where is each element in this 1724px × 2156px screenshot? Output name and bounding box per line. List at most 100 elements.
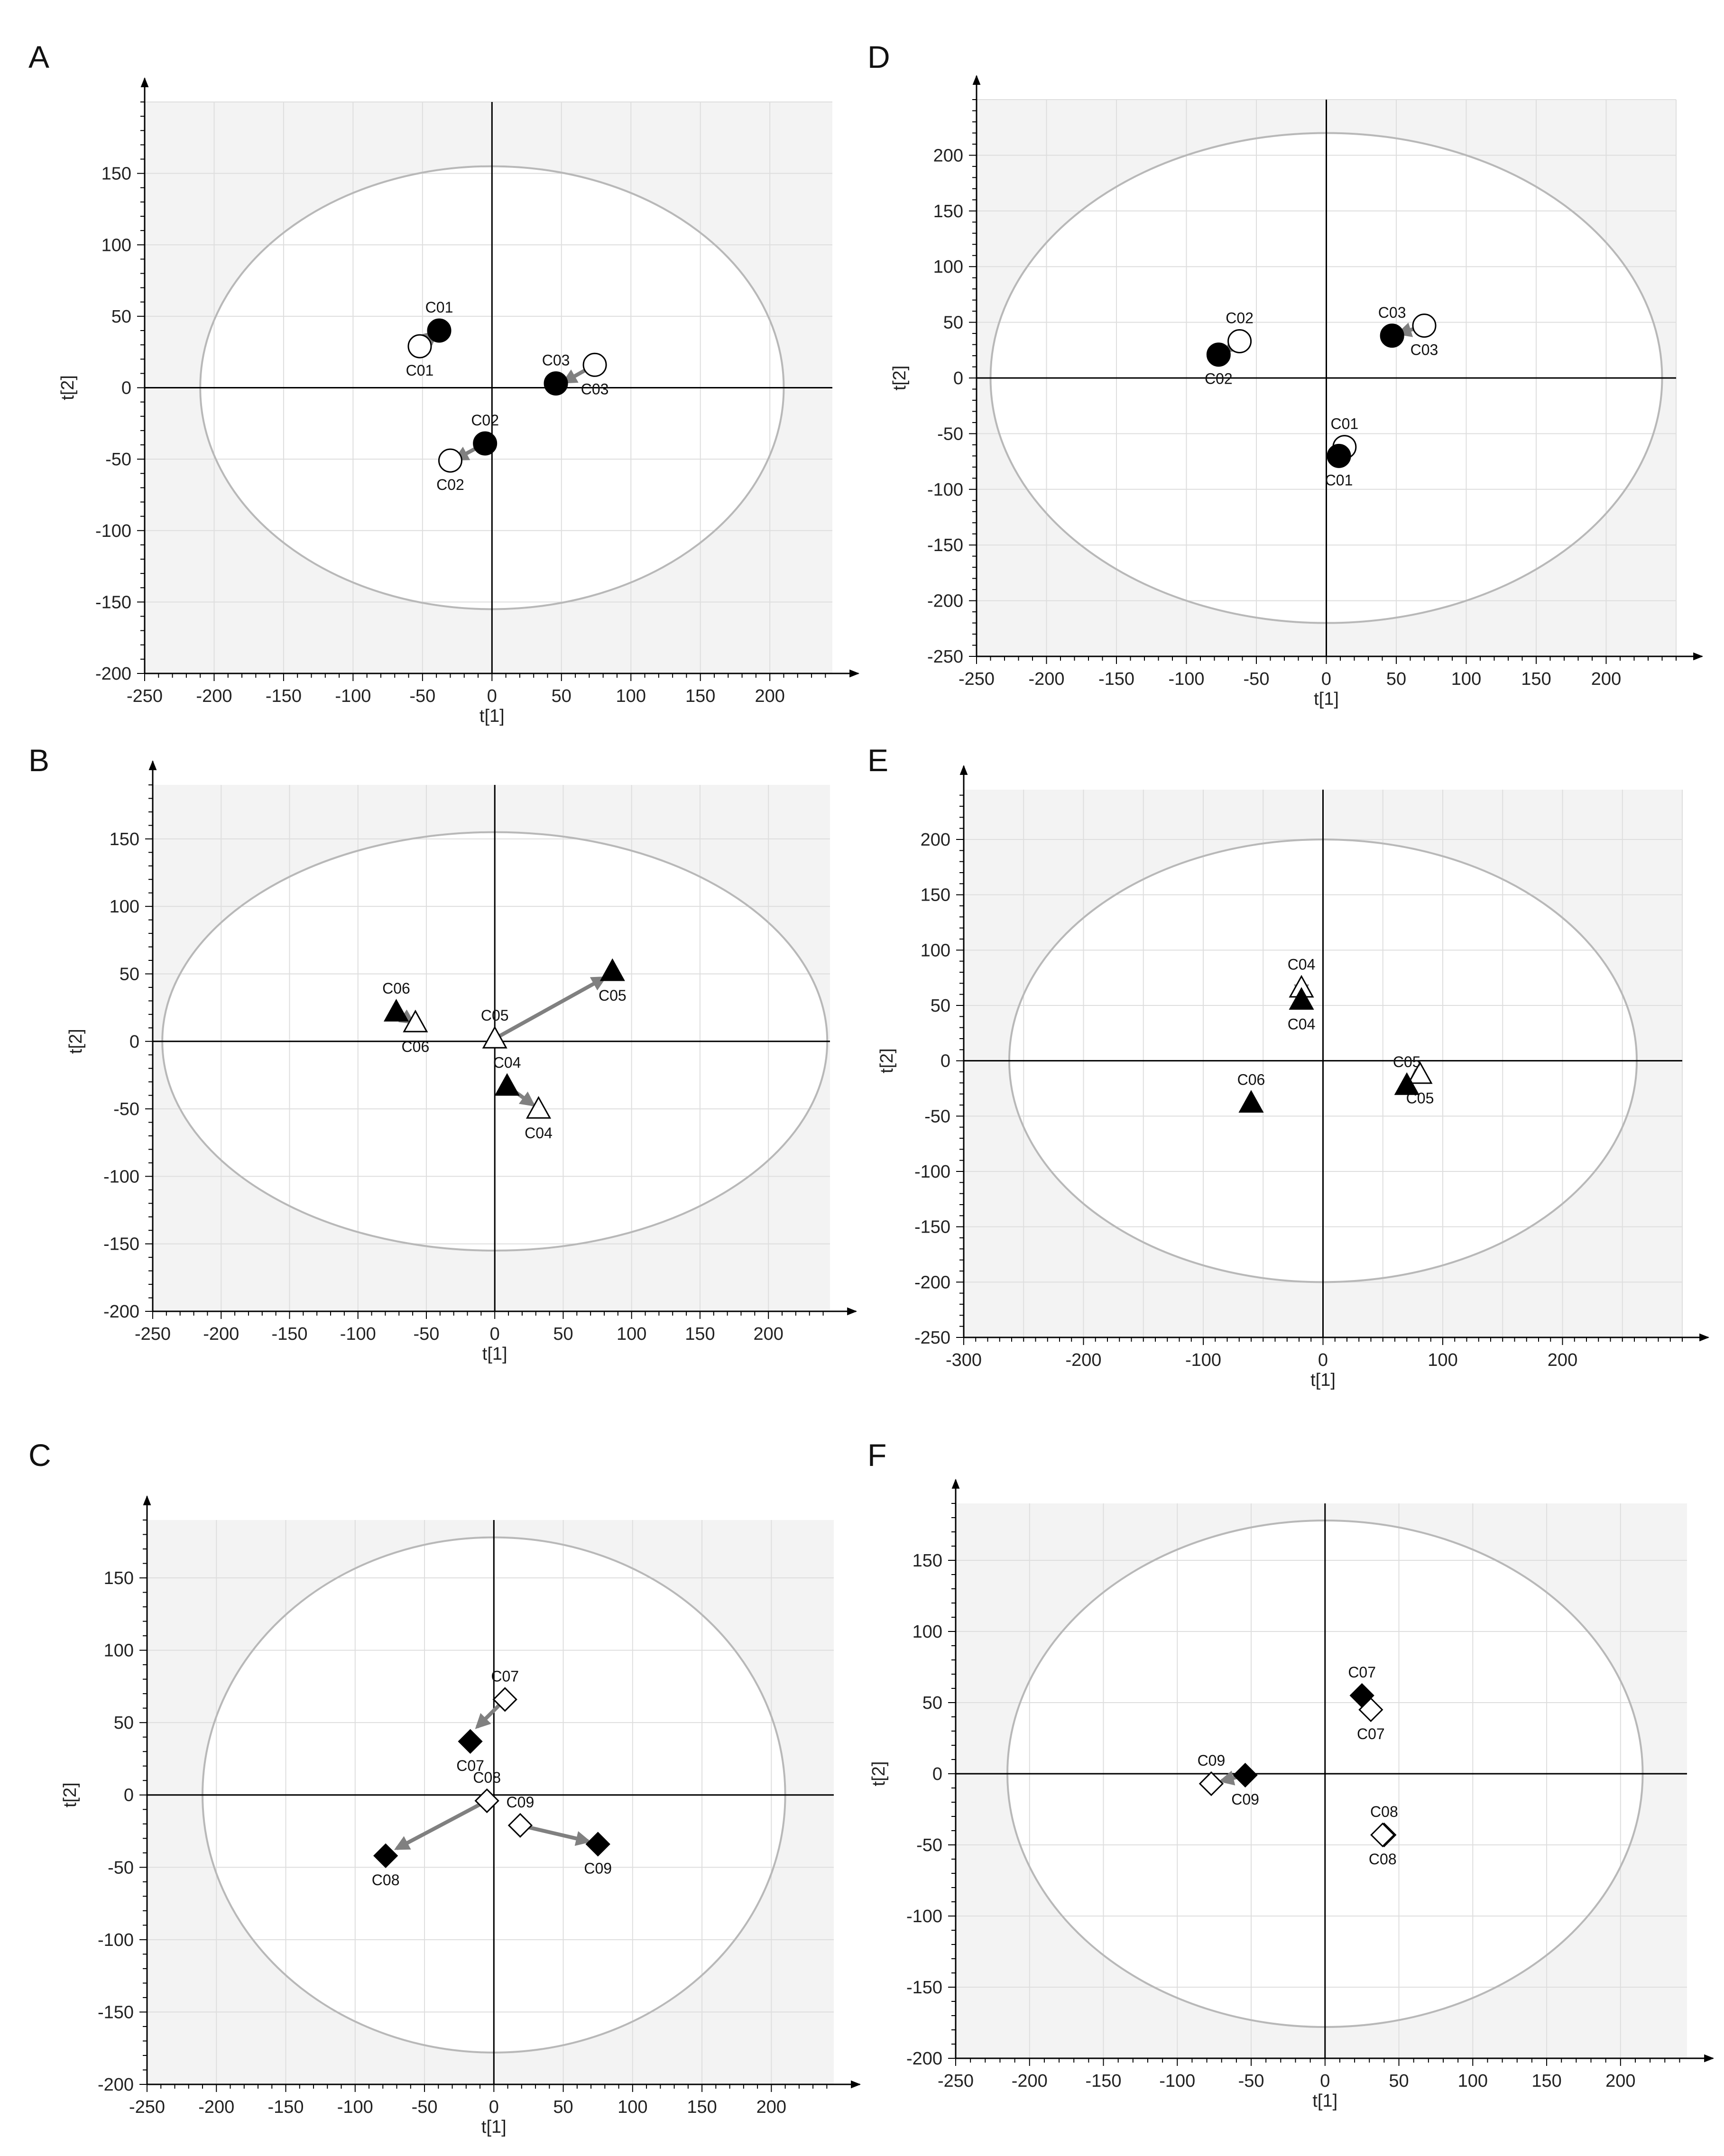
shift-arrow [494, 976, 607, 1041]
x-tick-label: -300 [946, 1350, 982, 1370]
x-tick-label: 50 [552, 686, 572, 706]
scatter-plot-b: -250 -200 -150 -100 -50 0 50 100 150 200-200-150-… [66, 760, 857, 1364]
scatter-plot-c: -250 -200 -150 -100 -50 0 50 100 150 200-200-150-… [60, 1495, 861, 2137]
point-label: C09 [1231, 1791, 1259, 1808]
y-axis-title: t[2] [58, 375, 78, 400]
y-axis-title: t[2] [869, 1761, 889, 1787]
y-tick-label: -100 [98, 1930, 134, 1950]
filled-circle-marker-c03 [544, 371, 568, 396]
y-tick-label: -200 [103, 1302, 139, 1322]
point-label: C09 [1198, 1752, 1226, 1769]
filled-diamond-marker-c09 [1233, 1762, 1258, 1788]
y-axis-title: t[2] [877, 1048, 897, 1073]
filled-diamond-marker-c09 [585, 1832, 610, 1857]
x-tick-label: -250 [129, 2097, 165, 2117]
x-tick-label: 0 [489, 2097, 499, 2117]
point-label: C07 [456, 1757, 484, 1774]
filled-triangle-marker-c04 [1289, 987, 1314, 1010]
y-axis-title: t[2] [890, 366, 910, 391]
point-label: C08 [372, 1871, 400, 1889]
point-label: C05 [481, 1007, 509, 1024]
panel-d: D -250 -200 -150 -100 -50 0 50 100 150 200 -250 -20… [862, 0, 1724, 719]
y-tick-label: -50 [108, 1858, 134, 1878]
filled-diamond-marker-c07 [458, 1729, 483, 1754]
x-tick-label: 0 [1321, 669, 1331, 689]
panel-letter-f: F [867, 1437, 887, 1473]
filled-circle-marker-c02 [473, 431, 498, 456]
panel-letter-d: D [867, 39, 890, 74]
scatter-plot-a: -250 -200 -150 -100 -50 0 50 100 150 200-200-150-… [58, 77, 860, 726]
panel-letter-b: B [28, 743, 50, 778]
open-circle-marker-c03 [582, 352, 607, 377]
y-tick-label: -200 [98, 2075, 134, 2095]
x-tick-label: -100 [340, 1324, 376, 1344]
panel-letter-a: A [28, 39, 50, 74]
point-label: C04 [493, 1054, 521, 1071]
x-tick-label: 100 [1428, 1350, 1457, 1370]
point-label: C02 [1226, 310, 1254, 327]
point-label: C03 [542, 351, 570, 369]
x-axis-title: t[1] [1314, 689, 1339, 709]
y-tick-label: 0 [953, 369, 963, 388]
x-tick-label: -150 [1098, 669, 1134, 689]
filled-diamond-marker-c08 [373, 1843, 398, 1869]
y-tick-label: -100 [95, 521, 131, 541]
panel-f: F -250 -200 -150 -100 -50 0 50 100 150 200 -200 -15… [862, 1437, 1724, 2156]
point-label: C03 [1411, 341, 1438, 359]
filled-triangle-marker-c05 [1394, 1072, 1420, 1095]
x-tick-label: 200 [1591, 669, 1621, 689]
point-label: C08 [1370, 1803, 1398, 1820]
x-tick-label: -200 [198, 2097, 234, 2117]
x-tick-label: -50 [1238, 2071, 1264, 2091]
y-tick-label: 0 [932, 1764, 942, 1784]
y-tick-label: -150 [906, 1978, 942, 1998]
x-tick-label: 200 [1548, 1350, 1577, 1370]
x-tick-label: -100 [337, 2097, 373, 2117]
open-triangle-marker-c05 [1407, 1061, 1433, 1084]
y-tick-label: -50 [105, 450, 131, 470]
x-tick-label: -100 [1168, 669, 1204, 689]
x-tick-label: -200 [203, 1324, 239, 1344]
x-tick-label: 100 [1458, 2071, 1488, 2091]
panel-b: B -250 -200 -150 -100 -50 0 50 100 150 200 -200 -15… [0, 719, 862, 1437]
filled-triangle-marker-c04 [494, 1073, 520, 1096]
x-tick-label: 100 [618, 2097, 647, 2117]
panel-a: A -250 -200 -150 -100 -50 0 50 100 150 200 -200 -15… [0, 0, 862, 726]
panel-c: C -250 -200 -150 -100 -50 0 50 100 150 200 -200 -15… [0, 1437, 862, 2156]
x-tick-label: -250 [938, 2071, 974, 2091]
point-label: C09 [507, 1794, 535, 1811]
x-tick-label: -150 [271, 1324, 307, 1344]
y-tick-label: -50 [937, 424, 963, 444]
y-tick-label: 50 [922, 1693, 942, 1713]
y-tick-label: 100 [933, 257, 963, 277]
x-tick-label: -50 [414, 1324, 440, 1344]
x-axis-title: t[1] [1312, 2091, 1337, 2111]
y-tick-label: -100 [906, 1907, 942, 1926]
scatter-plot-e: -300 -200 -100 0 100 200 -250 -200 -150 -100 -50 0 5… [877, 765, 1710, 1390]
x-tick-label: 50 [1386, 669, 1406, 689]
y-tick-label: 100 [921, 940, 950, 960]
filled-circle-marker-c01 [427, 318, 452, 343]
open-triangle-marker-c04 [525, 1096, 552, 1119]
y-tick-label: 0 [129, 1032, 139, 1052]
x-tick-label: 0 [1320, 2071, 1330, 2091]
point-label: C03 [581, 380, 609, 397]
y-tick-label: 50 [120, 964, 139, 984]
shift-arrow [519, 1823, 591, 1846]
y-tick-label: 50 [931, 996, 950, 1016]
x-tick-label: 150 [685, 1324, 715, 1344]
point-label: C07 [1348, 1664, 1376, 1681]
x-axis-title: t[1] [1310, 1370, 1336, 1390]
x-tick-label: -200 [196, 686, 232, 706]
point-label: C03 [1378, 304, 1406, 321]
point-label: C01 [1325, 471, 1353, 488]
point-label: C08 [473, 1769, 501, 1786]
y-tick-label: 0 [940, 1051, 950, 1071]
y-tick-label: -250 [914, 1328, 950, 1348]
x-tick-label: 150 [1531, 2071, 1561, 2091]
filled-circle-marker-c01 [1327, 443, 1351, 468]
x-tick-label: -50 [409, 686, 435, 706]
y-tick-label: -100 [914, 1162, 950, 1182]
y-tick-label: 200 [921, 830, 950, 850]
open-circle-marker-c03 [1412, 313, 1437, 338]
